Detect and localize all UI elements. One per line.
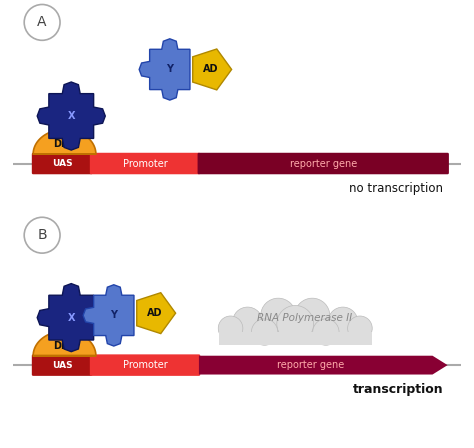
Circle shape (347, 316, 372, 340)
Text: RNA Polymerase II: RNA Polymerase II (256, 313, 352, 323)
Circle shape (277, 306, 314, 342)
Circle shape (218, 316, 243, 340)
Text: reporter gene: reporter gene (277, 360, 345, 370)
FancyBboxPatch shape (198, 153, 449, 174)
Polygon shape (37, 82, 105, 150)
Text: AD: AD (203, 65, 219, 74)
Text: DBD: DBD (53, 341, 76, 351)
Text: Y: Y (110, 310, 117, 320)
Text: DBD: DBD (53, 139, 76, 149)
Bar (219, 332, 372, 345)
Text: AD: AD (147, 308, 163, 318)
Text: UAS: UAS (52, 361, 73, 370)
Polygon shape (33, 331, 96, 356)
Text: Y: Y (166, 65, 173, 74)
Text: X: X (67, 111, 75, 121)
Text: A: A (37, 15, 47, 30)
Circle shape (313, 319, 339, 345)
Polygon shape (83, 285, 134, 346)
Polygon shape (37, 284, 105, 352)
Text: Promoter: Promoter (123, 360, 167, 370)
Text: reporter gene: reporter gene (290, 159, 357, 168)
Circle shape (233, 307, 263, 337)
Circle shape (261, 298, 296, 333)
Polygon shape (139, 39, 190, 100)
Text: transcription: transcription (353, 383, 443, 396)
Circle shape (295, 298, 330, 333)
FancyBboxPatch shape (32, 354, 92, 376)
Polygon shape (193, 49, 232, 90)
FancyBboxPatch shape (32, 153, 92, 174)
Bar (219, 327, 372, 343)
Circle shape (328, 307, 358, 337)
Polygon shape (199, 356, 447, 375)
Text: B: B (37, 228, 47, 242)
FancyBboxPatch shape (90, 153, 200, 174)
Polygon shape (137, 293, 176, 334)
FancyBboxPatch shape (90, 354, 200, 376)
Circle shape (24, 4, 60, 40)
Circle shape (24, 217, 60, 253)
Circle shape (251, 319, 278, 345)
Text: UAS: UAS (52, 159, 73, 168)
Polygon shape (33, 129, 96, 154)
Text: Promoter: Promoter (123, 159, 167, 168)
Text: X: X (67, 313, 75, 323)
Text: no transcription: no transcription (349, 181, 443, 195)
